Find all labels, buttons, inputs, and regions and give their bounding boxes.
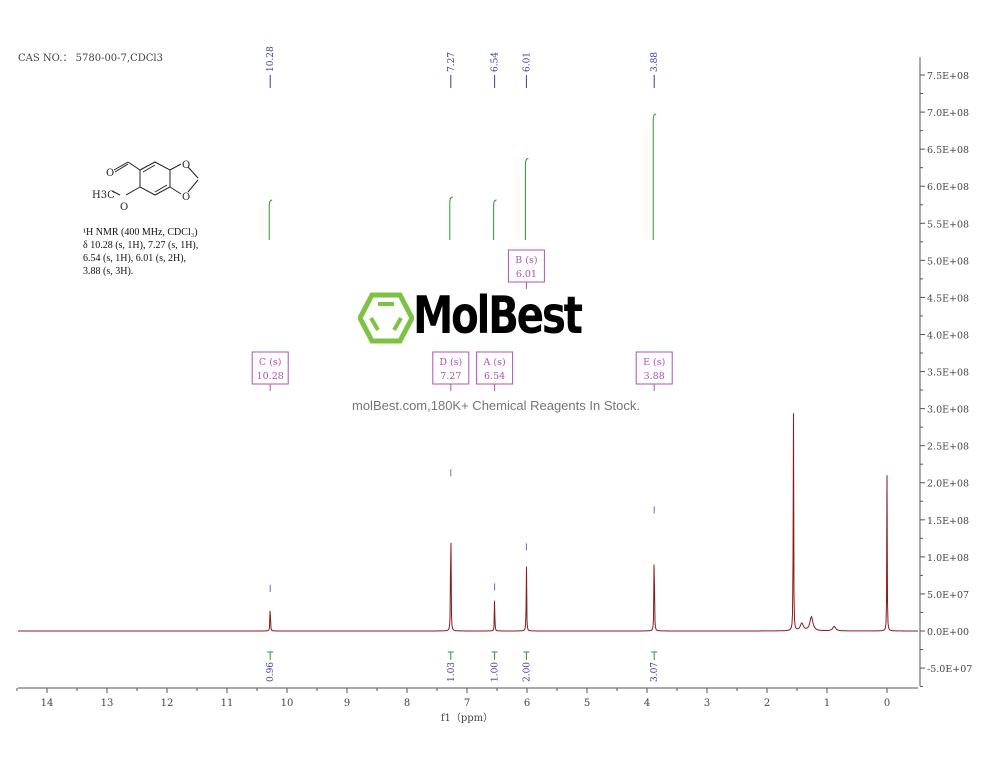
watermark-logo: MolBest bbox=[413, 286, 583, 346]
integral-value: 3.07 bbox=[650, 662, 660, 682]
multiplet-shift: 3.88 bbox=[644, 371, 665, 382]
x-tick-label: 14 bbox=[41, 698, 54, 709]
x-tick-label: 13 bbox=[101, 698, 114, 709]
x-tick-label: 4 bbox=[644, 698, 650, 709]
multiplet-letter: E (s) bbox=[643, 357, 665, 368]
peak-label: 10.28 bbox=[266, 46, 276, 72]
molecule-structure: O O O H3C O bbox=[92, 160, 199, 213]
peak-label: 3.88 bbox=[650, 52, 660, 72]
atom-label: O bbox=[106, 168, 114, 179]
y-tick-label: 7.5E+08 bbox=[927, 71, 969, 82]
molbest-logo-icon bbox=[358, 292, 414, 344]
y-tick-label: 6.0E+08 bbox=[927, 182, 969, 193]
atom-label: H3C bbox=[92, 190, 115, 201]
y-tick-label: 5.0E+07 bbox=[927, 590, 969, 601]
x-tick-label: 7 bbox=[464, 698, 470, 709]
integral-curve bbox=[493, 199, 497, 240]
multiplet-letter: D (s) bbox=[439, 357, 462, 368]
multiplet-letter: B (s) bbox=[515, 255, 537, 266]
atom-label: O bbox=[120, 202, 128, 213]
x-tick-label: 2 bbox=[764, 698, 770, 709]
spectrum-line bbox=[18, 413, 918, 632]
desc-line: 3.88 (s, 3H). bbox=[83, 266, 134, 277]
integral-value: 1.03 bbox=[447, 662, 457, 682]
atom-label: O bbox=[182, 160, 190, 171]
y-tick-label: 4.5E+08 bbox=[927, 293, 969, 304]
x-tick-label: 6 bbox=[524, 698, 530, 709]
atom-label: O bbox=[182, 192, 190, 203]
integral-curve bbox=[449, 196, 453, 240]
integral-curve bbox=[268, 199, 273, 240]
peak-label: 7.27 bbox=[447, 52, 457, 72]
integral-curve bbox=[524, 157, 529, 240]
x-tick-label: 5 bbox=[584, 698, 590, 709]
x-tick-label: 3 bbox=[704, 698, 710, 709]
multiplet-shift: 6.01 bbox=[516, 269, 537, 280]
y-tick-label: 5.5E+08 bbox=[927, 219, 969, 230]
y-tick-label: 2.5E+08 bbox=[927, 442, 969, 453]
cas-number: CAS NO.： 5780-00-7,CDCl3 bbox=[18, 53, 163, 64]
multiplet-letter: C (s) bbox=[259, 357, 282, 368]
multiplet-shift: 7.27 bbox=[440, 371, 461, 382]
desc-line: δ 10.28 (s, 1H), 7.27 (s, 1H), bbox=[83, 240, 199, 251]
y-tick-label: 7.0E+08 bbox=[927, 108, 969, 119]
y-tick-label: 6.5E+08 bbox=[927, 145, 969, 156]
x-tick-label: 1 bbox=[824, 698, 830, 709]
y-tick-label: 1.5E+08 bbox=[927, 516, 969, 527]
x-tick-label: 8 bbox=[404, 698, 410, 709]
desc-line: ¹H NMR (400 MHz, CDCl₃) bbox=[83, 227, 198, 238]
y-tick-label: 3.5E+08 bbox=[927, 368, 969, 379]
x-tick-label: 12 bbox=[161, 698, 174, 709]
y-tick-label: -5.0E+07 bbox=[927, 664, 972, 675]
integral-curve bbox=[652, 113, 657, 240]
desc-line: 6.54 (s, 1H), 6.01 (s, 2H), bbox=[83, 253, 187, 264]
x-axis-label: f1（ppm） bbox=[441, 712, 493, 724]
multiplet-letter: A (s) bbox=[483, 357, 506, 368]
y-tick-label: 4.0E+08 bbox=[927, 330, 969, 341]
multiplet-shift: 6.54 bbox=[484, 371, 505, 382]
integral-value: 1.00 bbox=[491, 662, 501, 682]
y-tick-label: 3.0E+08 bbox=[927, 405, 969, 416]
peak-label: 6.01 bbox=[522, 52, 532, 72]
watermark-tagline: molBest.com,180K+ Chemical Reagents In S… bbox=[352, 398, 640, 413]
y-tick-label: 5.0E+08 bbox=[927, 256, 969, 267]
nmr-description: ¹H NMR (400 MHz, CDCl₃) δ 10.28 (s, 1H),… bbox=[83, 226, 243, 278]
x-tick-label: 11 bbox=[221, 698, 234, 709]
integral-value: 0.96 bbox=[266, 662, 276, 682]
integral-value: 2.00 bbox=[522, 662, 532, 682]
x-tick-label: 0 bbox=[884, 698, 890, 709]
multiplet-shift: 10.28 bbox=[257, 371, 284, 382]
y-tick-label: 1.0E+08 bbox=[927, 553, 969, 564]
y-tick-label: 2.0E+08 bbox=[927, 479, 969, 490]
y-tick-label: 0.0E+00 bbox=[927, 627, 969, 638]
x-tick-label: 9 bbox=[344, 698, 350, 709]
peak-label: 6.54 bbox=[491, 52, 501, 72]
x-tick-label: 10 bbox=[281, 698, 294, 709]
